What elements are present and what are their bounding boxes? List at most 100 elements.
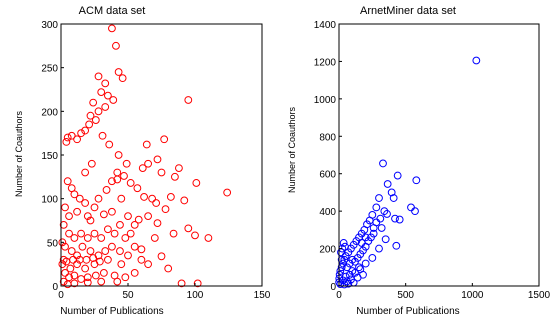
data-point bbox=[380, 207, 389, 216]
data-point bbox=[89, 98, 98, 107]
arnetminer-points bbox=[335, 56, 481, 289]
arnetminer-ylabel: Number of Coauthors bbox=[287, 106, 297, 193]
y-tick-label: 1400 bbox=[314, 20, 337, 31]
data-point bbox=[157, 168, 166, 177]
data-point bbox=[171, 172, 179, 181]
y-tick-label: 800 bbox=[319, 132, 336, 143]
data-point bbox=[87, 159, 96, 168]
data-point bbox=[157, 252, 166, 261]
data-point bbox=[184, 96, 193, 104]
data-point bbox=[82, 255, 91, 264]
data-point bbox=[97, 277, 106, 286]
data-point bbox=[144, 212, 153, 221]
data-point bbox=[133, 184, 142, 193]
data-point bbox=[137, 245, 146, 254]
x-tick-label: 50 bbox=[122, 290, 134, 301]
data-point bbox=[108, 242, 116, 251]
data-point bbox=[148, 194, 157, 203]
data-point bbox=[101, 247, 110, 255]
x-tick-label: 0 bbox=[336, 290, 342, 301]
data-point bbox=[110, 229, 119, 238]
data-point bbox=[81, 126, 90, 135]
data-point bbox=[130, 220, 139, 229]
data-point bbox=[66, 264, 75, 273]
data-point bbox=[108, 24, 116, 33]
data-point bbox=[392, 241, 401, 250]
data-point bbox=[61, 269, 69, 277]
data-point bbox=[81, 264, 90, 273]
data-point bbox=[122, 159, 131, 168]
data-point bbox=[121, 234, 130, 242]
data-point bbox=[130, 242, 139, 251]
data-point bbox=[105, 140, 114, 149]
data-point bbox=[94, 194, 103, 203]
acm-ylabel: Number of Coauthors bbox=[14, 110, 24, 197]
acm-y-ticks: 0 50 100 150 200 250 300 bbox=[41, 20, 64, 293]
data-point bbox=[94, 107, 103, 116]
data-point bbox=[164, 264, 173, 273]
data-point bbox=[336, 280, 345, 289]
data-point bbox=[180, 196, 189, 205]
acm-title: ACM data set bbox=[79, 5, 146, 17]
y-tick-label: 50 bbox=[47, 238, 59, 249]
data-point bbox=[65, 229, 73, 238]
data-point bbox=[359, 270, 367, 279]
acm-points bbox=[58, 24, 232, 289]
data-point bbox=[77, 275, 85, 283]
data-point bbox=[375, 194, 383, 202]
data-point bbox=[376, 214, 385, 223]
y-tick-label: 250 bbox=[41, 64, 58, 75]
data-point bbox=[351, 269, 359, 277]
data-point bbox=[73, 260, 81, 269]
data-point bbox=[104, 225, 112, 234]
y-tick-label: 0 bbox=[52, 282, 58, 293]
data-point bbox=[113, 168, 122, 177]
arnetminer-panel: ArnetMiner data set Number of Coauthors … bbox=[287, 5, 551, 317]
data-point bbox=[97, 234, 106, 242]
data-point bbox=[70, 271, 79, 280]
data-point bbox=[138, 164, 147, 173]
data-point bbox=[383, 210, 391, 218]
acm-panel: ACM data set Number of Coauthors Number … bbox=[14, 5, 271, 317]
data-point bbox=[412, 176, 421, 185]
arnetminer-plot-frame bbox=[338, 23, 540, 287]
data-point bbox=[70, 190, 79, 199]
arnetminer-x-ticks: 0 500 1000 1500 bbox=[336, 283, 551, 301]
data-point bbox=[104, 91, 112, 100]
data-point bbox=[144, 260, 153, 269]
data-point bbox=[120, 172, 128, 180]
data-point bbox=[372, 203, 381, 212]
data-point bbox=[152, 199, 161, 207]
data-point bbox=[126, 229, 135, 238]
data-point bbox=[81, 168, 90, 177]
data-point bbox=[69, 255, 77, 264]
data-point bbox=[336, 267, 345, 275]
data-point bbox=[77, 229, 85, 238]
data-point bbox=[101, 103, 110, 111]
data-point bbox=[101, 79, 110, 88]
data-point bbox=[67, 131, 76, 140]
data-point bbox=[83, 273, 92, 282]
data-point bbox=[472, 56, 481, 65]
x-tick-label: 1000 bbox=[461, 290, 484, 301]
data-point bbox=[339, 239, 348, 247]
acm-xlabel: Number of Publications bbox=[60, 306, 163, 317]
data-point bbox=[90, 229, 99, 238]
y-tick-label: 600 bbox=[319, 170, 336, 181]
data-point bbox=[340, 255, 349, 264]
data-point bbox=[379, 159, 387, 168]
data-point bbox=[99, 210, 108, 219]
data-point bbox=[86, 247, 95, 255]
data-point bbox=[223, 188, 232, 197]
data-point bbox=[108, 177, 116, 186]
data-point bbox=[368, 254, 377, 262]
data-point bbox=[153, 219, 162, 228]
data-point bbox=[63, 280, 72, 289]
data-point bbox=[114, 68, 123, 76]
data-point bbox=[407, 203, 415, 212]
data-point bbox=[137, 255, 146, 264]
data-point bbox=[140, 193, 148, 201]
data-point bbox=[375, 244, 383, 253]
data-point bbox=[91, 116, 100, 124]
